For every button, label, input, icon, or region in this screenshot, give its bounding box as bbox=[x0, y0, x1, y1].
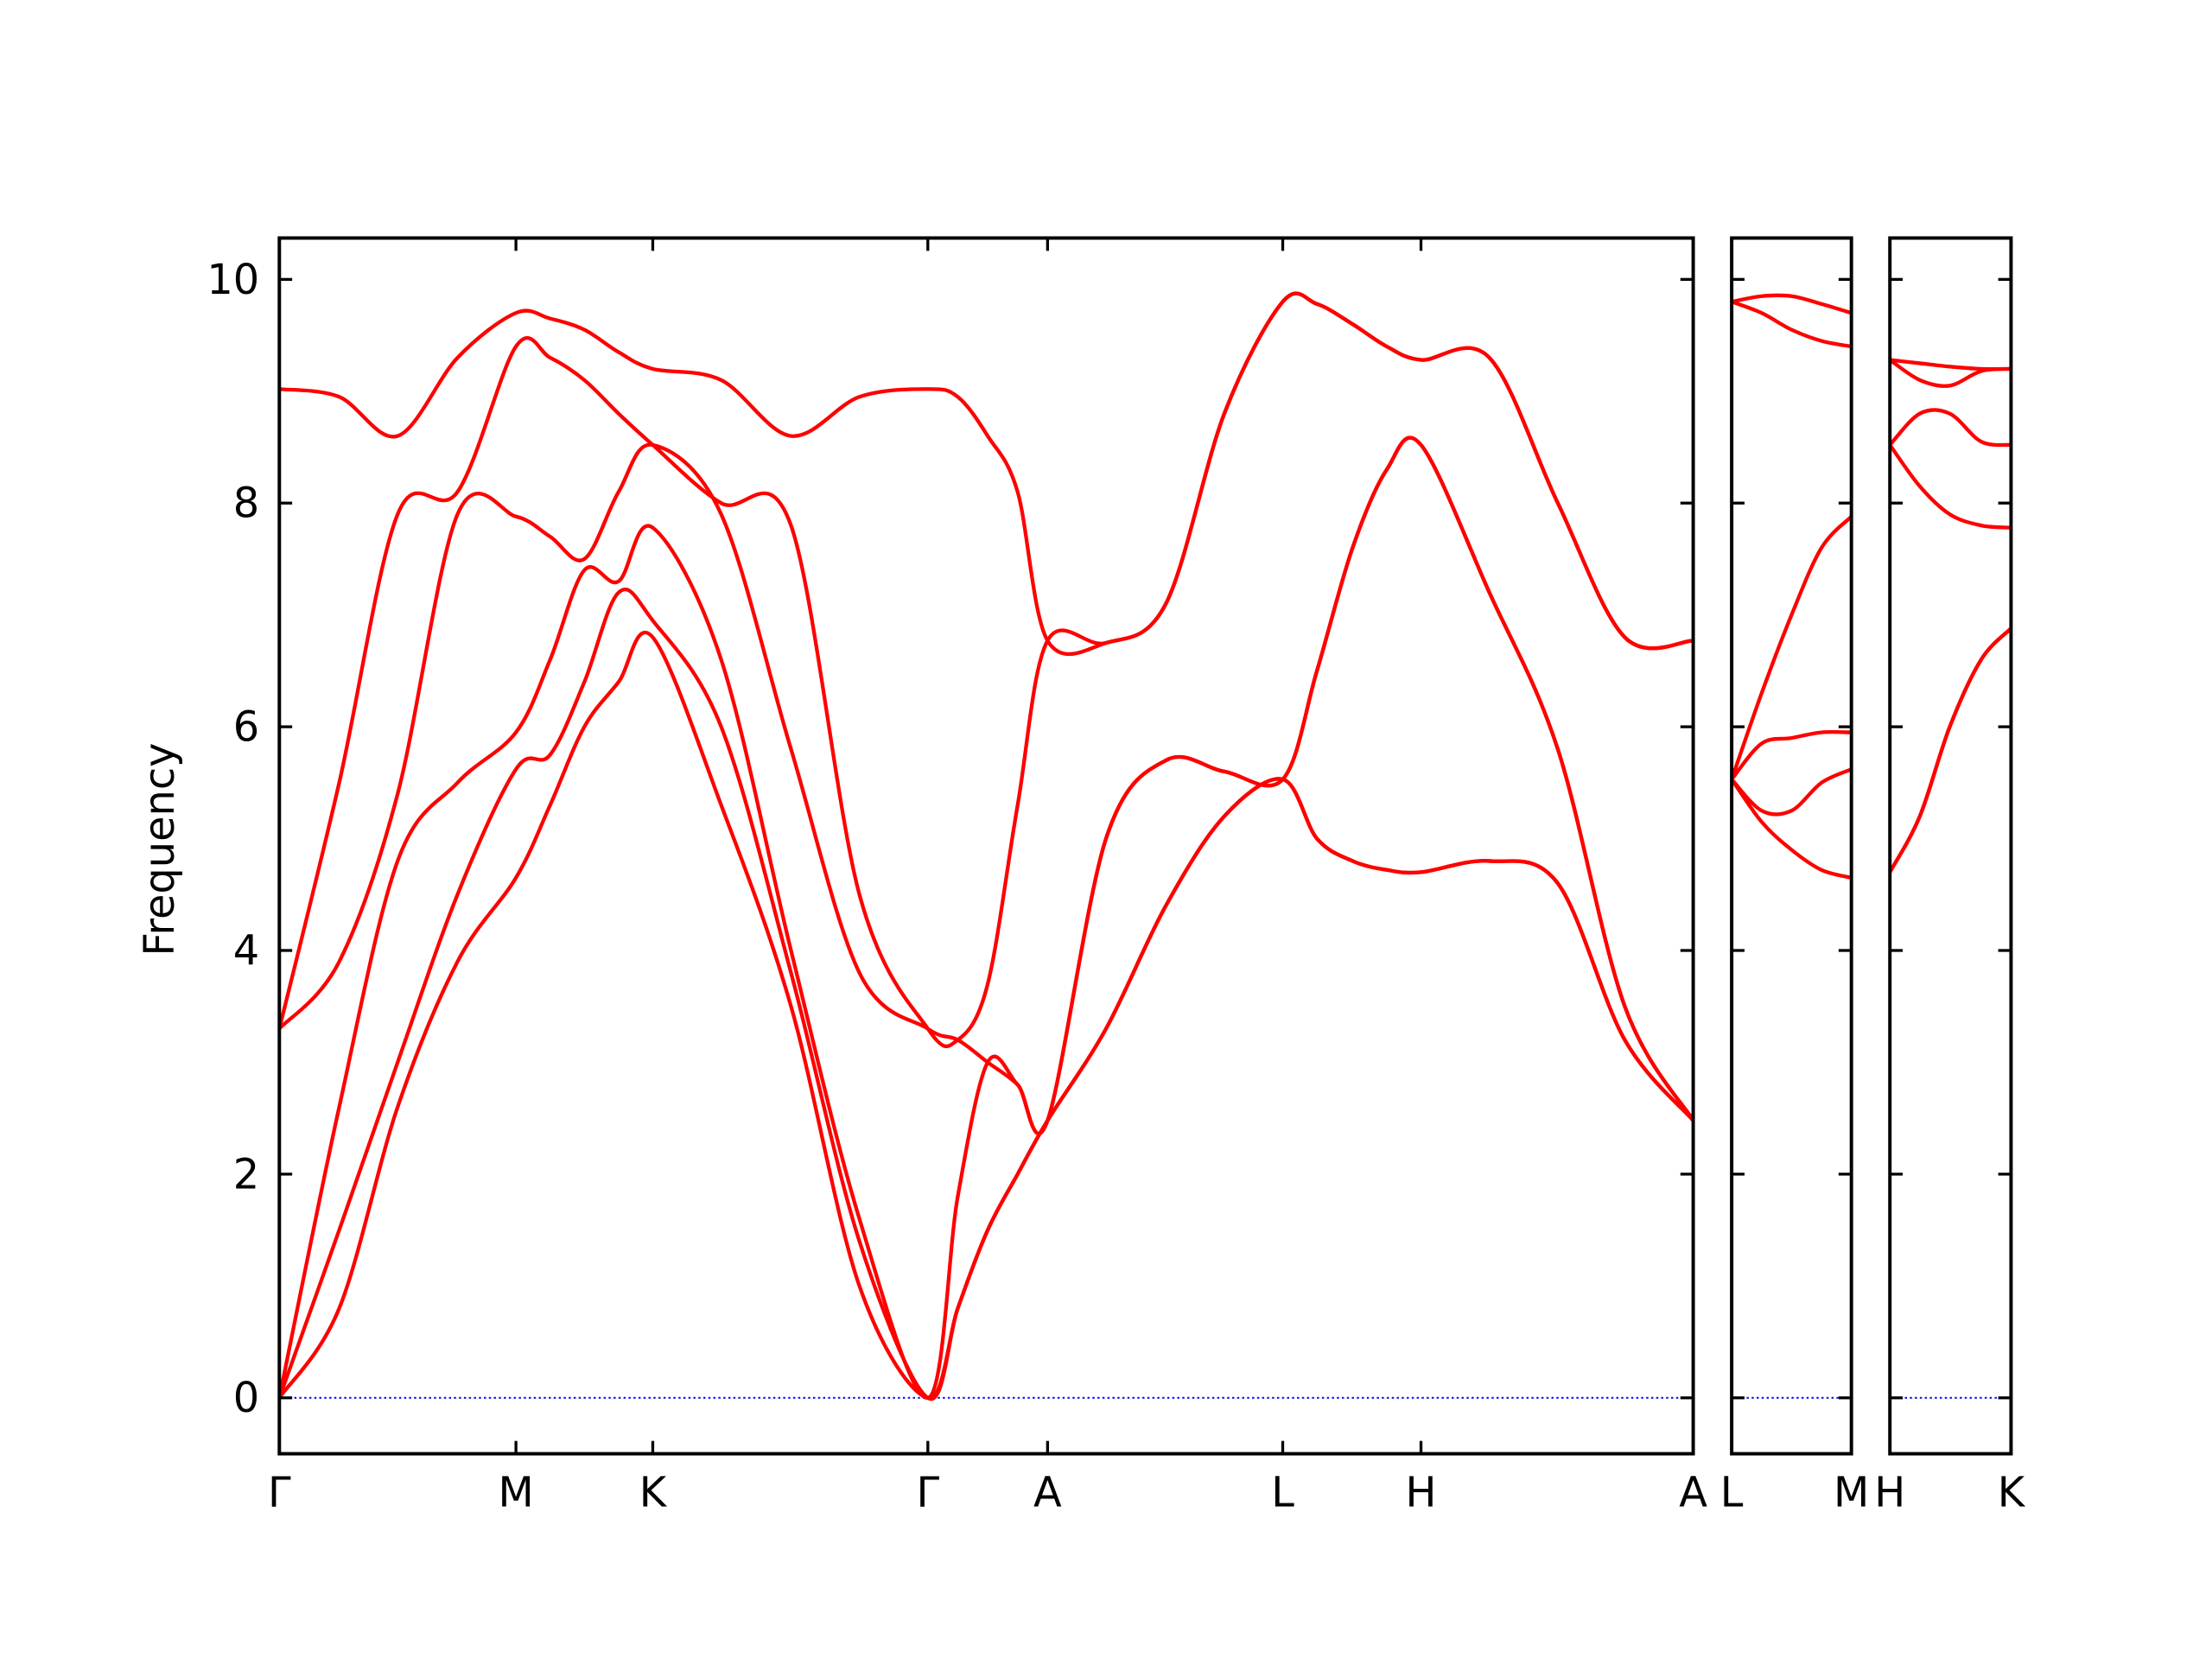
band-line bbox=[1731, 300, 1853, 349]
band-line bbox=[1730, 778, 1853, 880]
x-tick-label: Γ bbox=[916, 1470, 939, 1517]
band-line bbox=[1888, 408, 2012, 448]
x-tick-label: A bbox=[1679, 1470, 1707, 1517]
plot-frame bbox=[1730, 236, 1853, 1456]
band-line bbox=[277, 588, 1695, 1402]
y-tick-label: 4 bbox=[233, 927, 259, 975]
x-tick-label: L bbox=[1271, 1470, 1294, 1517]
plot-frame bbox=[1888, 236, 2013, 1456]
y-tick-label: 8 bbox=[233, 480, 259, 528]
y-axis-label: Frequency bbox=[137, 743, 184, 957]
x-tick-label: M bbox=[1834, 1470, 1869, 1517]
x-tick-label: L bbox=[1720, 1470, 1744, 1517]
x-tick-label: Γ bbox=[268, 1470, 291, 1517]
y-tick-label: 0 bbox=[233, 1375, 259, 1422]
x-tick-label: K bbox=[639, 1470, 668, 1517]
y-tick-label: 6 bbox=[233, 704, 259, 752]
band-line bbox=[1888, 443, 2012, 530]
band-line bbox=[1731, 293, 1853, 315]
x-tick-label: H bbox=[1406, 1470, 1437, 1517]
band-line bbox=[279, 291, 1694, 657]
x-tick-label: K bbox=[1998, 1470, 2026, 1517]
y-tick-label: 10 bbox=[207, 257, 259, 304]
x-tick-label: A bbox=[1033, 1470, 1062, 1517]
plot-frame bbox=[277, 236, 1695, 1456]
band-line bbox=[1730, 729, 1852, 781]
y-tick-label: 2 bbox=[233, 1151, 259, 1198]
band-line bbox=[277, 435, 1695, 1136]
band-line bbox=[1888, 626, 2012, 874]
band-line bbox=[1889, 358, 2012, 372]
x-tick-label: M bbox=[498, 1470, 533, 1517]
band-line bbox=[1730, 515, 1853, 780]
x-tick-label: H bbox=[1874, 1470, 1905, 1517]
band-line bbox=[1730, 767, 1853, 817]
